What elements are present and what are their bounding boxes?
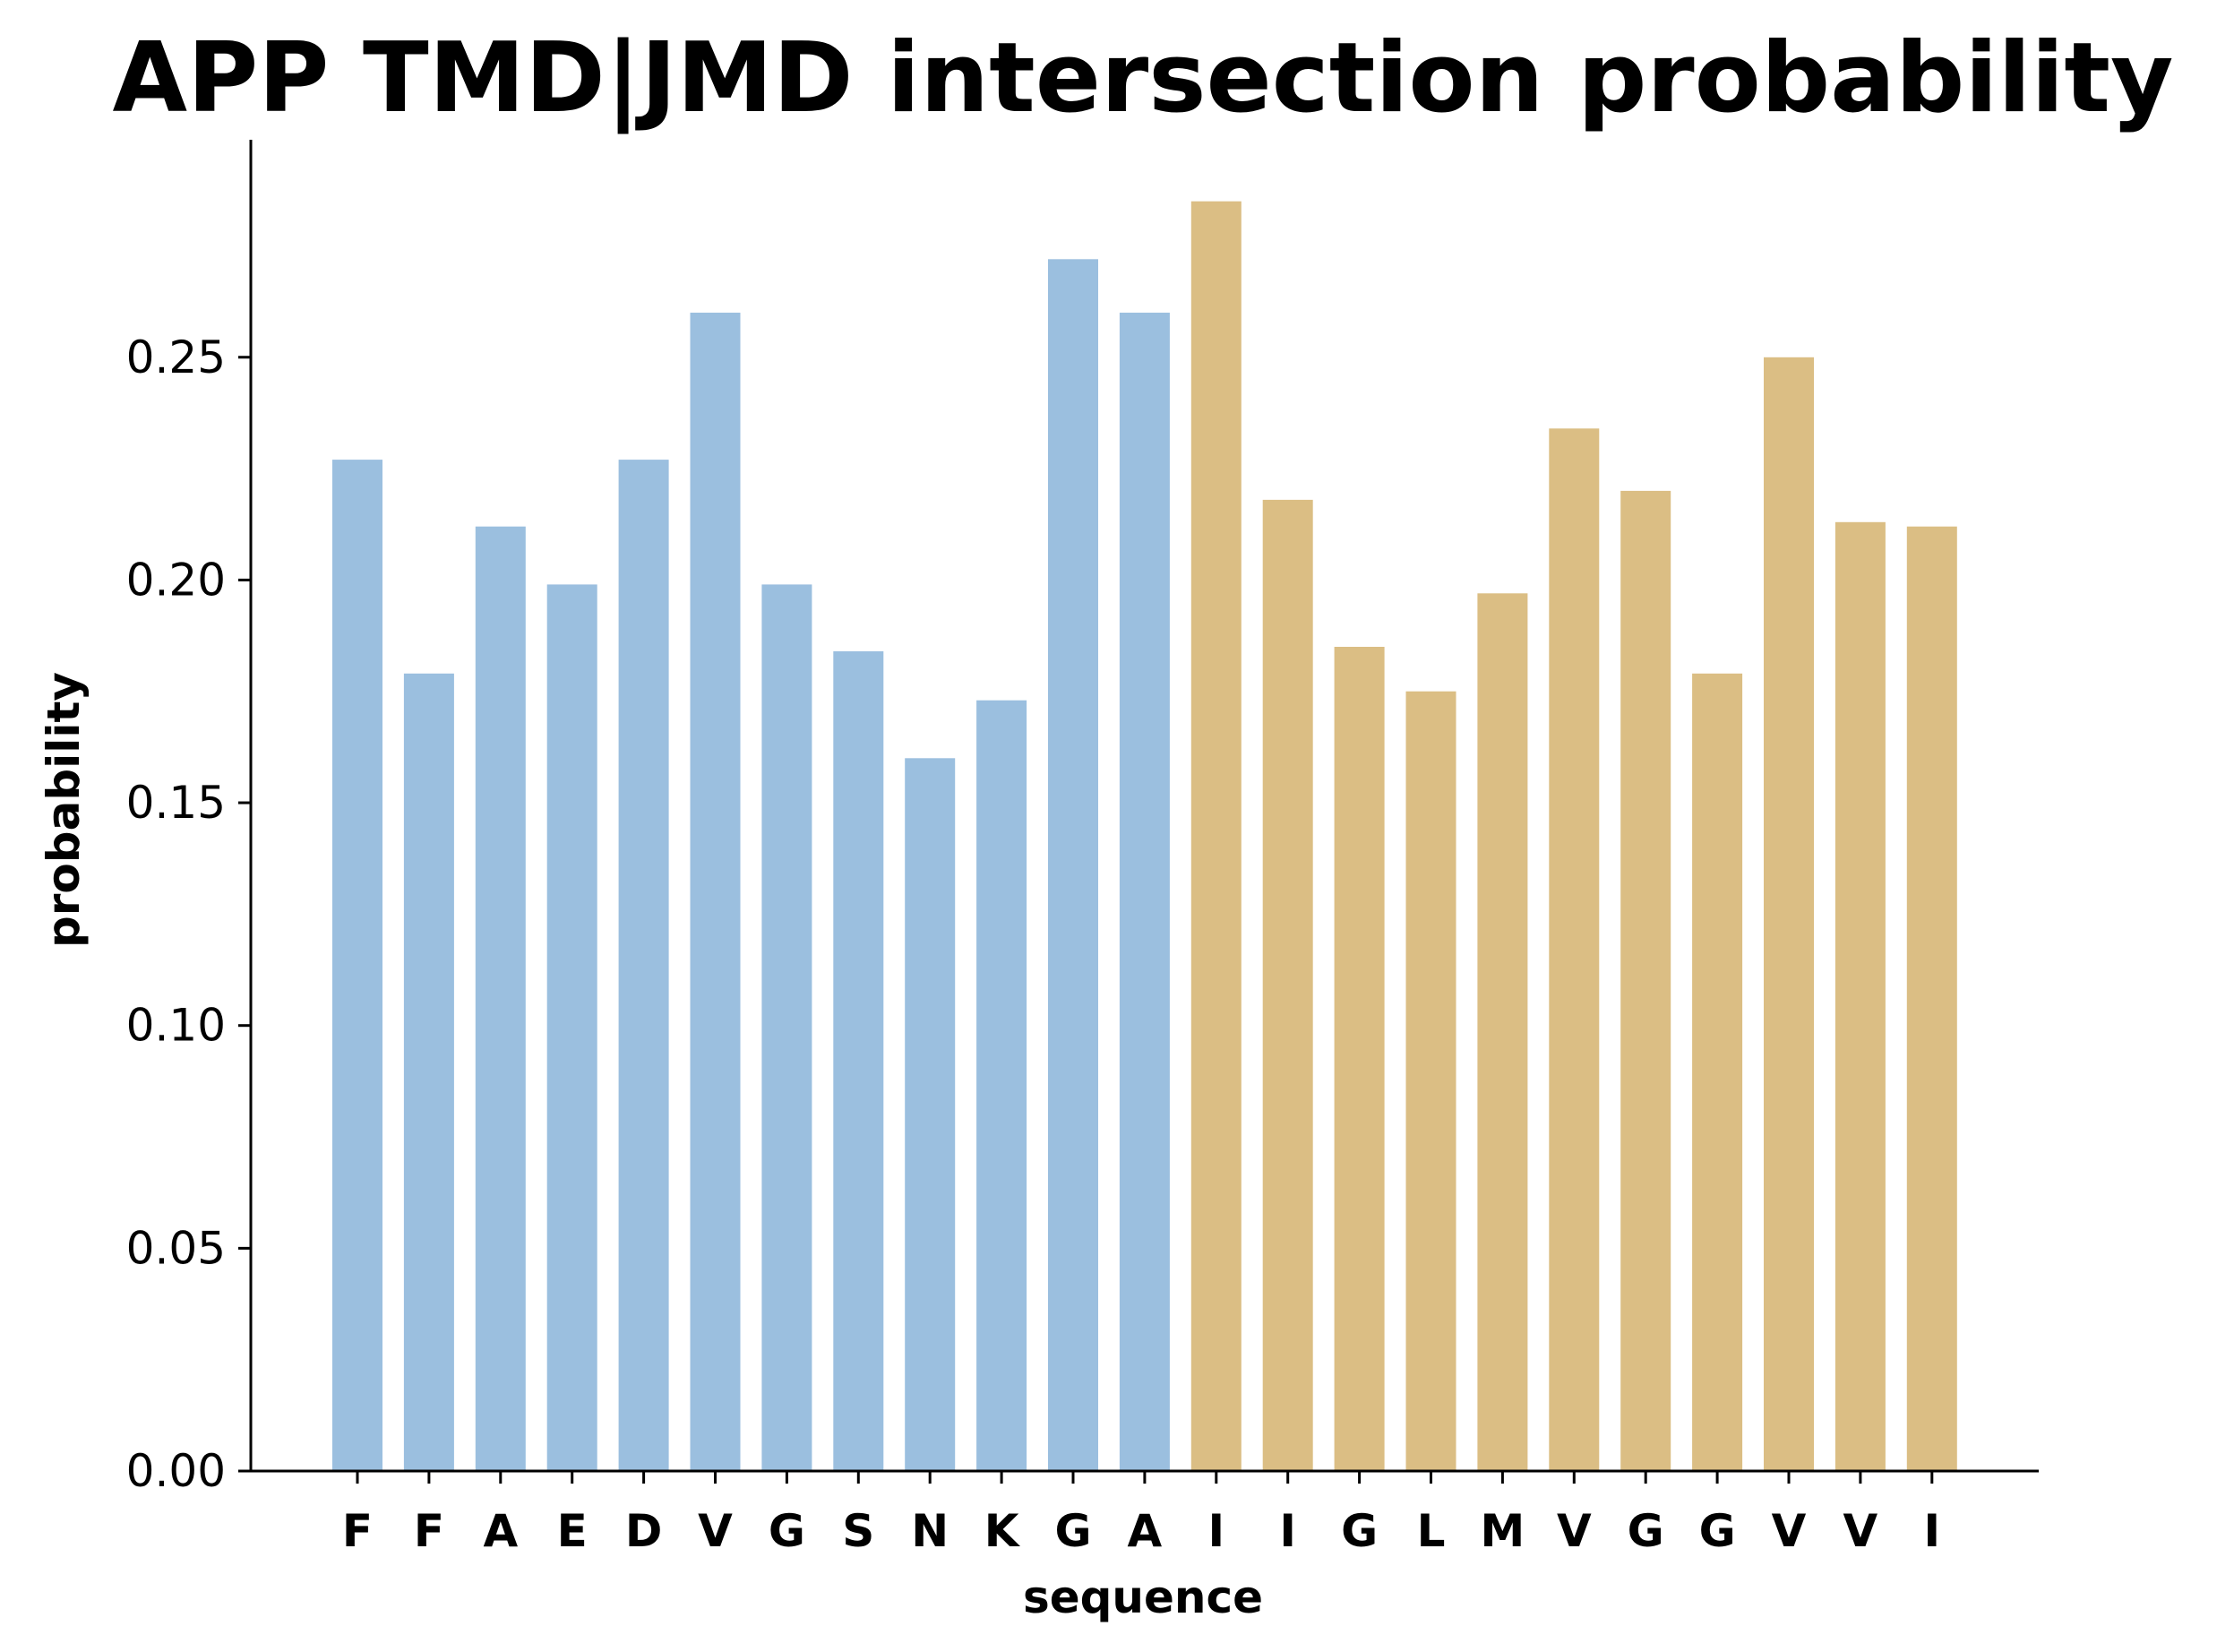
x-tick-label: G <box>769 1505 805 1557</box>
x-tick-label: S <box>842 1505 874 1557</box>
x-tick-label: K <box>984 1505 1021 1557</box>
bar-14 <box>1262 499 1313 1471</box>
x-tick-label: A <box>1128 1505 1163 1557</box>
x-tick-label: I <box>1207 1505 1224 1557</box>
y-ticks: 0.00 0.05 0.10 0.15 0.20 0.25 <box>126 331 251 1497</box>
chart-title: APP TMD|JMD intersection probability <box>113 22 2174 134</box>
x-tick-label: E <box>557 1505 588 1557</box>
x-tick-label: M <box>1481 1505 1525 1557</box>
bar-18 <box>1549 428 1600 1471</box>
bars-group <box>332 201 1957 1472</box>
bar-11 <box>1048 259 1098 1471</box>
x-tick-label: V <box>1772 1505 1807 1557</box>
x-tick-label: V <box>1557 1505 1592 1557</box>
x-axis-label: sequence <box>1023 1571 1263 1623</box>
bar-1 <box>332 460 382 1471</box>
bar-3 <box>475 526 526 1472</box>
bar-8 <box>833 651 884 1471</box>
bar-10 <box>976 700 1027 1471</box>
y-axis-label: probability <box>38 672 90 948</box>
bar-17 <box>1477 593 1528 1471</box>
bar-23 <box>1906 526 1957 1472</box>
x-tick-label: G <box>1341 1505 1378 1557</box>
bar-9 <box>905 758 956 1471</box>
y-tick-label: 0.10 <box>126 1000 226 1052</box>
bar-15 <box>1334 647 1385 1471</box>
y-tick-label: 0.15 <box>126 777 226 829</box>
bar-4 <box>546 584 597 1471</box>
x-tick-label: F <box>342 1505 373 1557</box>
bar-12 <box>1119 313 1170 1471</box>
bar-21 <box>1764 357 1814 1472</box>
bar-22 <box>1834 521 1886 1471</box>
bar-5 <box>618 460 669 1471</box>
y-tick-label: 0.00 <box>126 1445 226 1497</box>
bar-19 <box>1620 490 1671 1471</box>
x-tick-label: G <box>1699 1505 1736 1557</box>
x-tick-label: G <box>1628 1505 1664 1557</box>
x-tick-label: G <box>1054 1505 1091 1557</box>
x-tick-label: D <box>625 1505 663 1557</box>
x-tick-label: F <box>414 1505 444 1557</box>
x-tick-label: N <box>911 1505 949 1557</box>
bar-13 <box>1190 201 1242 1472</box>
x-tick-label: L <box>1417 1505 1446 1557</box>
y-tick-label: 0.05 <box>126 1222 226 1274</box>
x-tick-label: V <box>1843 1505 1878 1557</box>
y-tick-label: 0.25 <box>126 331 226 383</box>
bar-7 <box>761 584 812 1471</box>
x-tick-label: A <box>483 1505 518 1557</box>
bar-20 <box>1692 673 1743 1471</box>
y-tick-label: 0.20 <box>126 554 226 606</box>
bar-16 <box>1405 691 1456 1471</box>
x-tick-label: V <box>698 1505 733 1557</box>
bar-6 <box>690 313 741 1471</box>
bar-2 <box>403 673 454 1471</box>
x-tick-label: I <box>1279 1505 1296 1557</box>
x-tick-label: I <box>1923 1505 1940 1557</box>
